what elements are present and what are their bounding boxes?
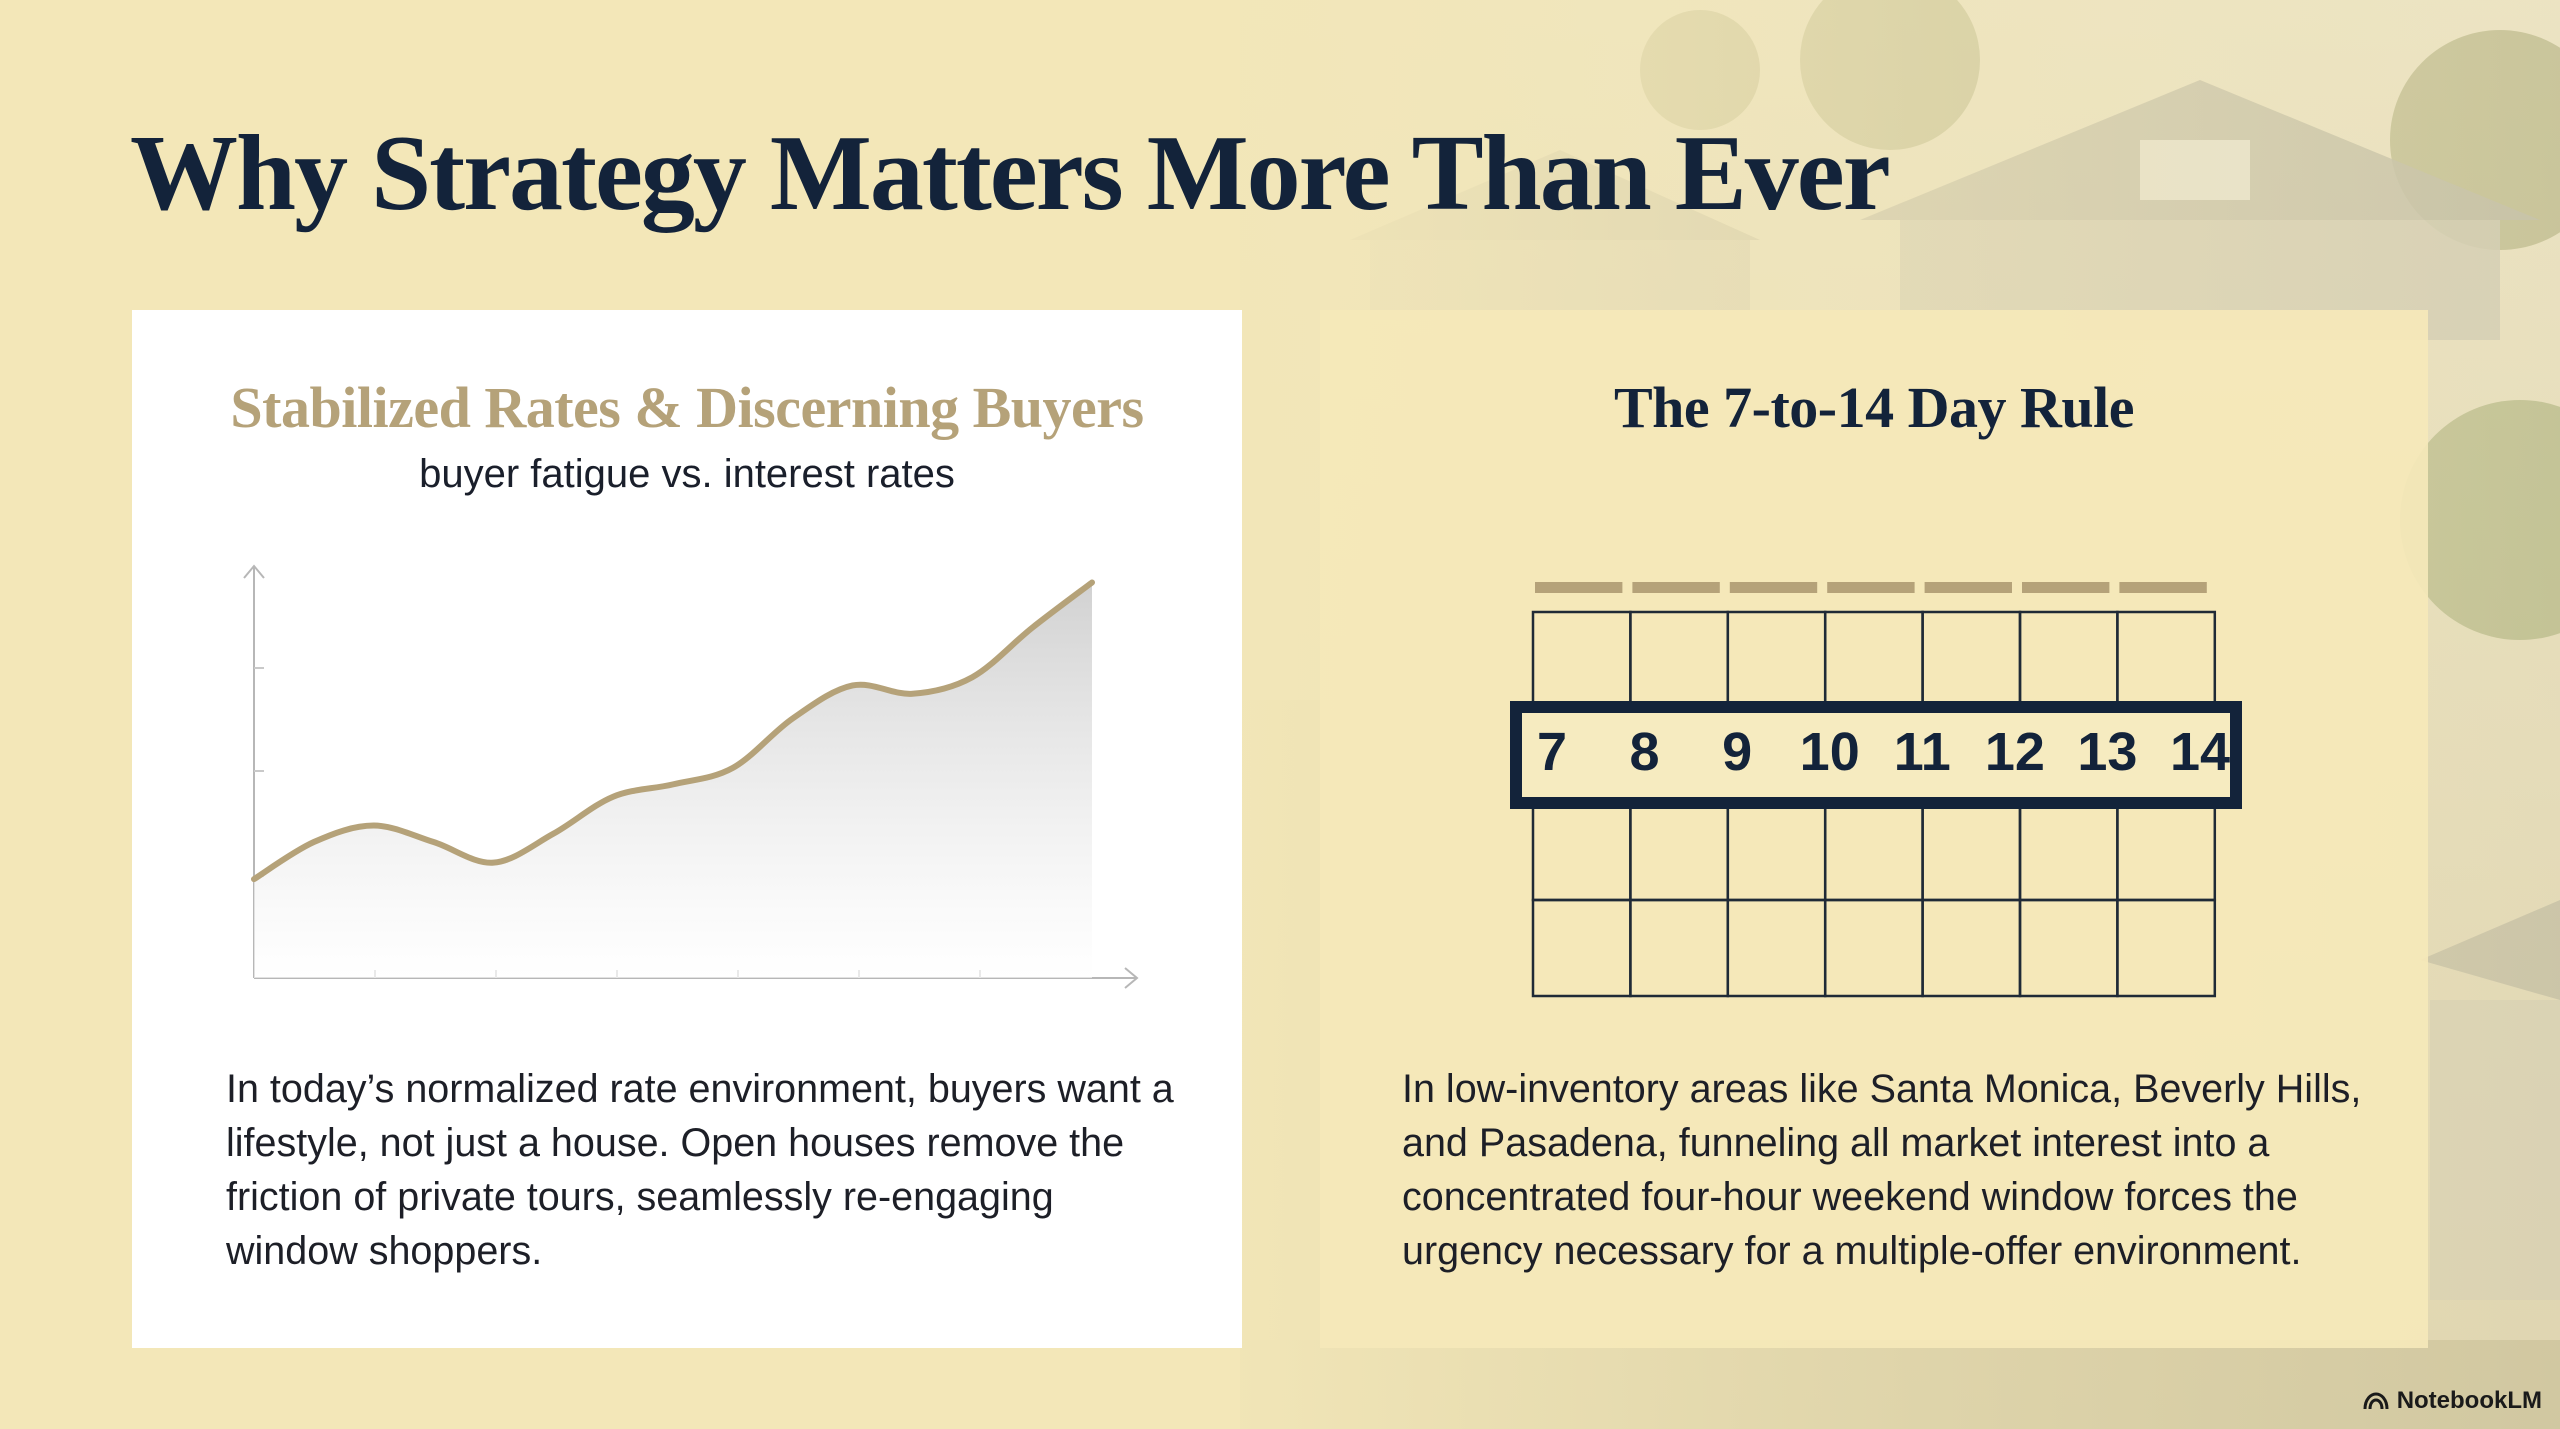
calendar-cell — [1629, 610, 1730, 710]
calendar-day-label: 11 — [1894, 722, 1951, 782]
calendar-cell — [1823, 610, 1924, 710]
calendar-highlight-days: 7 8 9 10 11 12 13 14 — [1537, 722, 2230, 782]
calendar-cell — [2018, 898, 2119, 998]
calendar-cell — [1726, 898, 1827, 998]
calendar-cell — [2116, 898, 2217, 998]
watermark-label: NotebookLM — [2396, 1387, 2542, 1414]
x-axis-arrow-icon — [1124, 967, 1139, 989]
calendar-day-label: 9 — [1722, 722, 1752, 782]
calendar-cell — [1531, 898, 1632, 998]
calendar-header-bar — [1729, 582, 1818, 593]
notebooklm-logo-icon — [2363, 1392, 2389, 1410]
calendar-cell — [2018, 610, 2119, 710]
calendar-header-bar — [2119, 582, 2207, 593]
calendar-header-bar — [1924, 582, 2012, 593]
day-rule-card: The 7-to-14 Day Rule 7 8 9 10 11 12 13 14 In lo… — [1320, 310, 2428, 1348]
rates-card-heading: Stabilized Rates & Discerning Buyers — [230, 375, 1144, 440]
calendar-cell — [2018, 802, 2119, 902]
calendar-day-label: 12 — [1985, 722, 2045, 782]
calendar-graphic: 7 8 9 10 11 12 13 14 — [1510, 582, 2242, 998]
chart-series-line — [251, 579, 1095, 883]
day-rule-card-heading: The 7-to-14 Day Rule — [1613, 375, 2135, 440]
slide-title: Why Strategy Matters More Than Ever — [130, 114, 1891, 233]
calendar-header-bar — [1632, 582, 1720, 593]
calendar-cell — [2116, 610, 2217, 710]
calendar-cell — [1921, 610, 2022, 710]
rates-card-body: In today’s normalized rate environment, … — [226, 1067, 1174, 1273]
calendar-cell — [1629, 898, 1730, 998]
calendar-cell — [1921, 898, 2022, 998]
notebooklm-watermark: NotebookLM — [2363, 1387, 2542, 1415]
day-rule-card-body: In low-inventory areas like Santa Monica… — [1402, 1067, 2362, 1273]
calendar-highlight-frame — [1510, 701, 2242, 809]
calendar-header-bar — [1535, 582, 1623, 593]
calendar-day-label: 14 — [2170, 722, 2230, 782]
rates-card: Stabilized Rates & Discerning Buyers buy… — [132, 310, 1242, 1348]
calendar-cell — [1531, 802, 1632, 902]
calendar-header-bars — [1535, 582, 2207, 593]
calendar-cell — [1823, 802, 1924, 902]
y-axis-arrow-icon — [243, 564, 265, 579]
calendar-header-bar — [2022, 582, 2110, 593]
calendar-header-bar — [1827, 582, 1915, 593]
calendar-cell — [1726, 610, 1827, 710]
chart-area-fill — [254, 582, 1092, 978]
calendar-cell — [1629, 802, 1730, 902]
calendar-cell — [2116, 802, 2217, 902]
calendar-cell — [1921, 802, 2022, 902]
calendar-cell — [1823, 898, 1924, 998]
calendar-day-label: 10 — [1800, 722, 1860, 782]
fatigue-chart — [243, 564, 1139, 989]
calendar-day-label: 7 — [1537, 722, 1567, 782]
calendar-cell — [1531, 610, 1632, 710]
calendar-cell — [1726, 802, 1827, 902]
chart-subtitle: buyer fatigue vs. interest rates — [419, 452, 955, 496]
calendar-day-label: 13 — [2077, 722, 2137, 782]
calendar-day-label: 8 — [1630, 722, 1660, 782]
